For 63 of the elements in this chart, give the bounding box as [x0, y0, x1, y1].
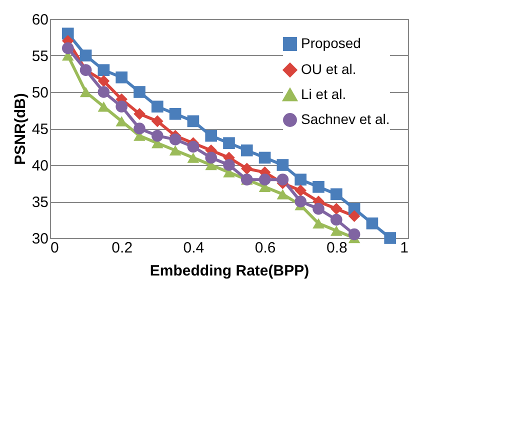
point [276, 189, 289, 200]
point [223, 137, 235, 150]
point [98, 64, 110, 76]
y-tick-label: 60 [32, 12, 48, 28]
point [384, 232, 396, 244]
point [348, 210, 360, 222]
point [276, 174, 289, 186]
y-tick-label: 30 [32, 230, 48, 248]
point [258, 174, 271, 186]
x-tick-label: 1 [400, 240, 408, 256]
point [151, 130, 164, 142]
x-tick-label: 0 [50, 240, 59, 256]
x-axis-title: Embedding Rate(BPP) [150, 262, 310, 280]
point [62, 42, 74, 54]
point [258, 152, 271, 164]
y-axis-title: PSNR(dB) [12, 93, 29, 165]
point [240, 162, 253, 175]
point [312, 218, 324, 229]
point [116, 100, 128, 113]
y-tick-label: 40 [32, 158, 48, 174]
y-tick-label: 50 [32, 84, 48, 102]
point [330, 202, 342, 215]
point [134, 86, 146, 98]
legend-label: Proposed [301, 35, 361, 51]
point [169, 108, 182, 120]
point [187, 152, 200, 163]
point [187, 140, 200, 153]
point [205, 130, 218, 142]
point [294, 174, 307, 186]
point [366, 217, 378, 230]
point [223, 159, 235, 171]
x-tick-label: 0.6 [254, 240, 276, 256]
point [169, 145, 182, 156]
point [240, 144, 253, 156]
point [330, 214, 342, 226]
point [187, 115, 200, 128]
point [276, 159, 289, 171]
point [330, 188, 342, 200]
point [348, 228, 360, 240]
point [98, 75, 110, 87]
point [205, 152, 218, 164]
point [330, 226, 342, 236]
point [98, 86, 110, 98]
legend-label: OU et al. [301, 61, 356, 77]
legend-label: Sachnev et al. [301, 111, 390, 127]
point [312, 202, 324, 215]
point [116, 71, 128, 84]
y-tick-label: 55 [32, 48, 48, 65]
point [169, 134, 182, 146]
point [151, 115, 164, 128]
point [294, 196, 307, 208]
y-tick-label: 45 [32, 121, 48, 138]
point [134, 122, 146, 134]
point [312, 180, 324, 193]
x-tick-label: 0.2 [112, 240, 133, 256]
y-tick-label: 35 [32, 194, 48, 211]
legend-label: Li et al. [301, 86, 346, 102]
point [134, 108, 146, 120]
point [80, 50, 92, 62]
x-tick-label: 0.8 [326, 240, 348, 256]
point [151, 100, 164, 113]
x-tick-label: 0.4 [183, 240, 204, 256]
point [294, 184, 307, 196]
